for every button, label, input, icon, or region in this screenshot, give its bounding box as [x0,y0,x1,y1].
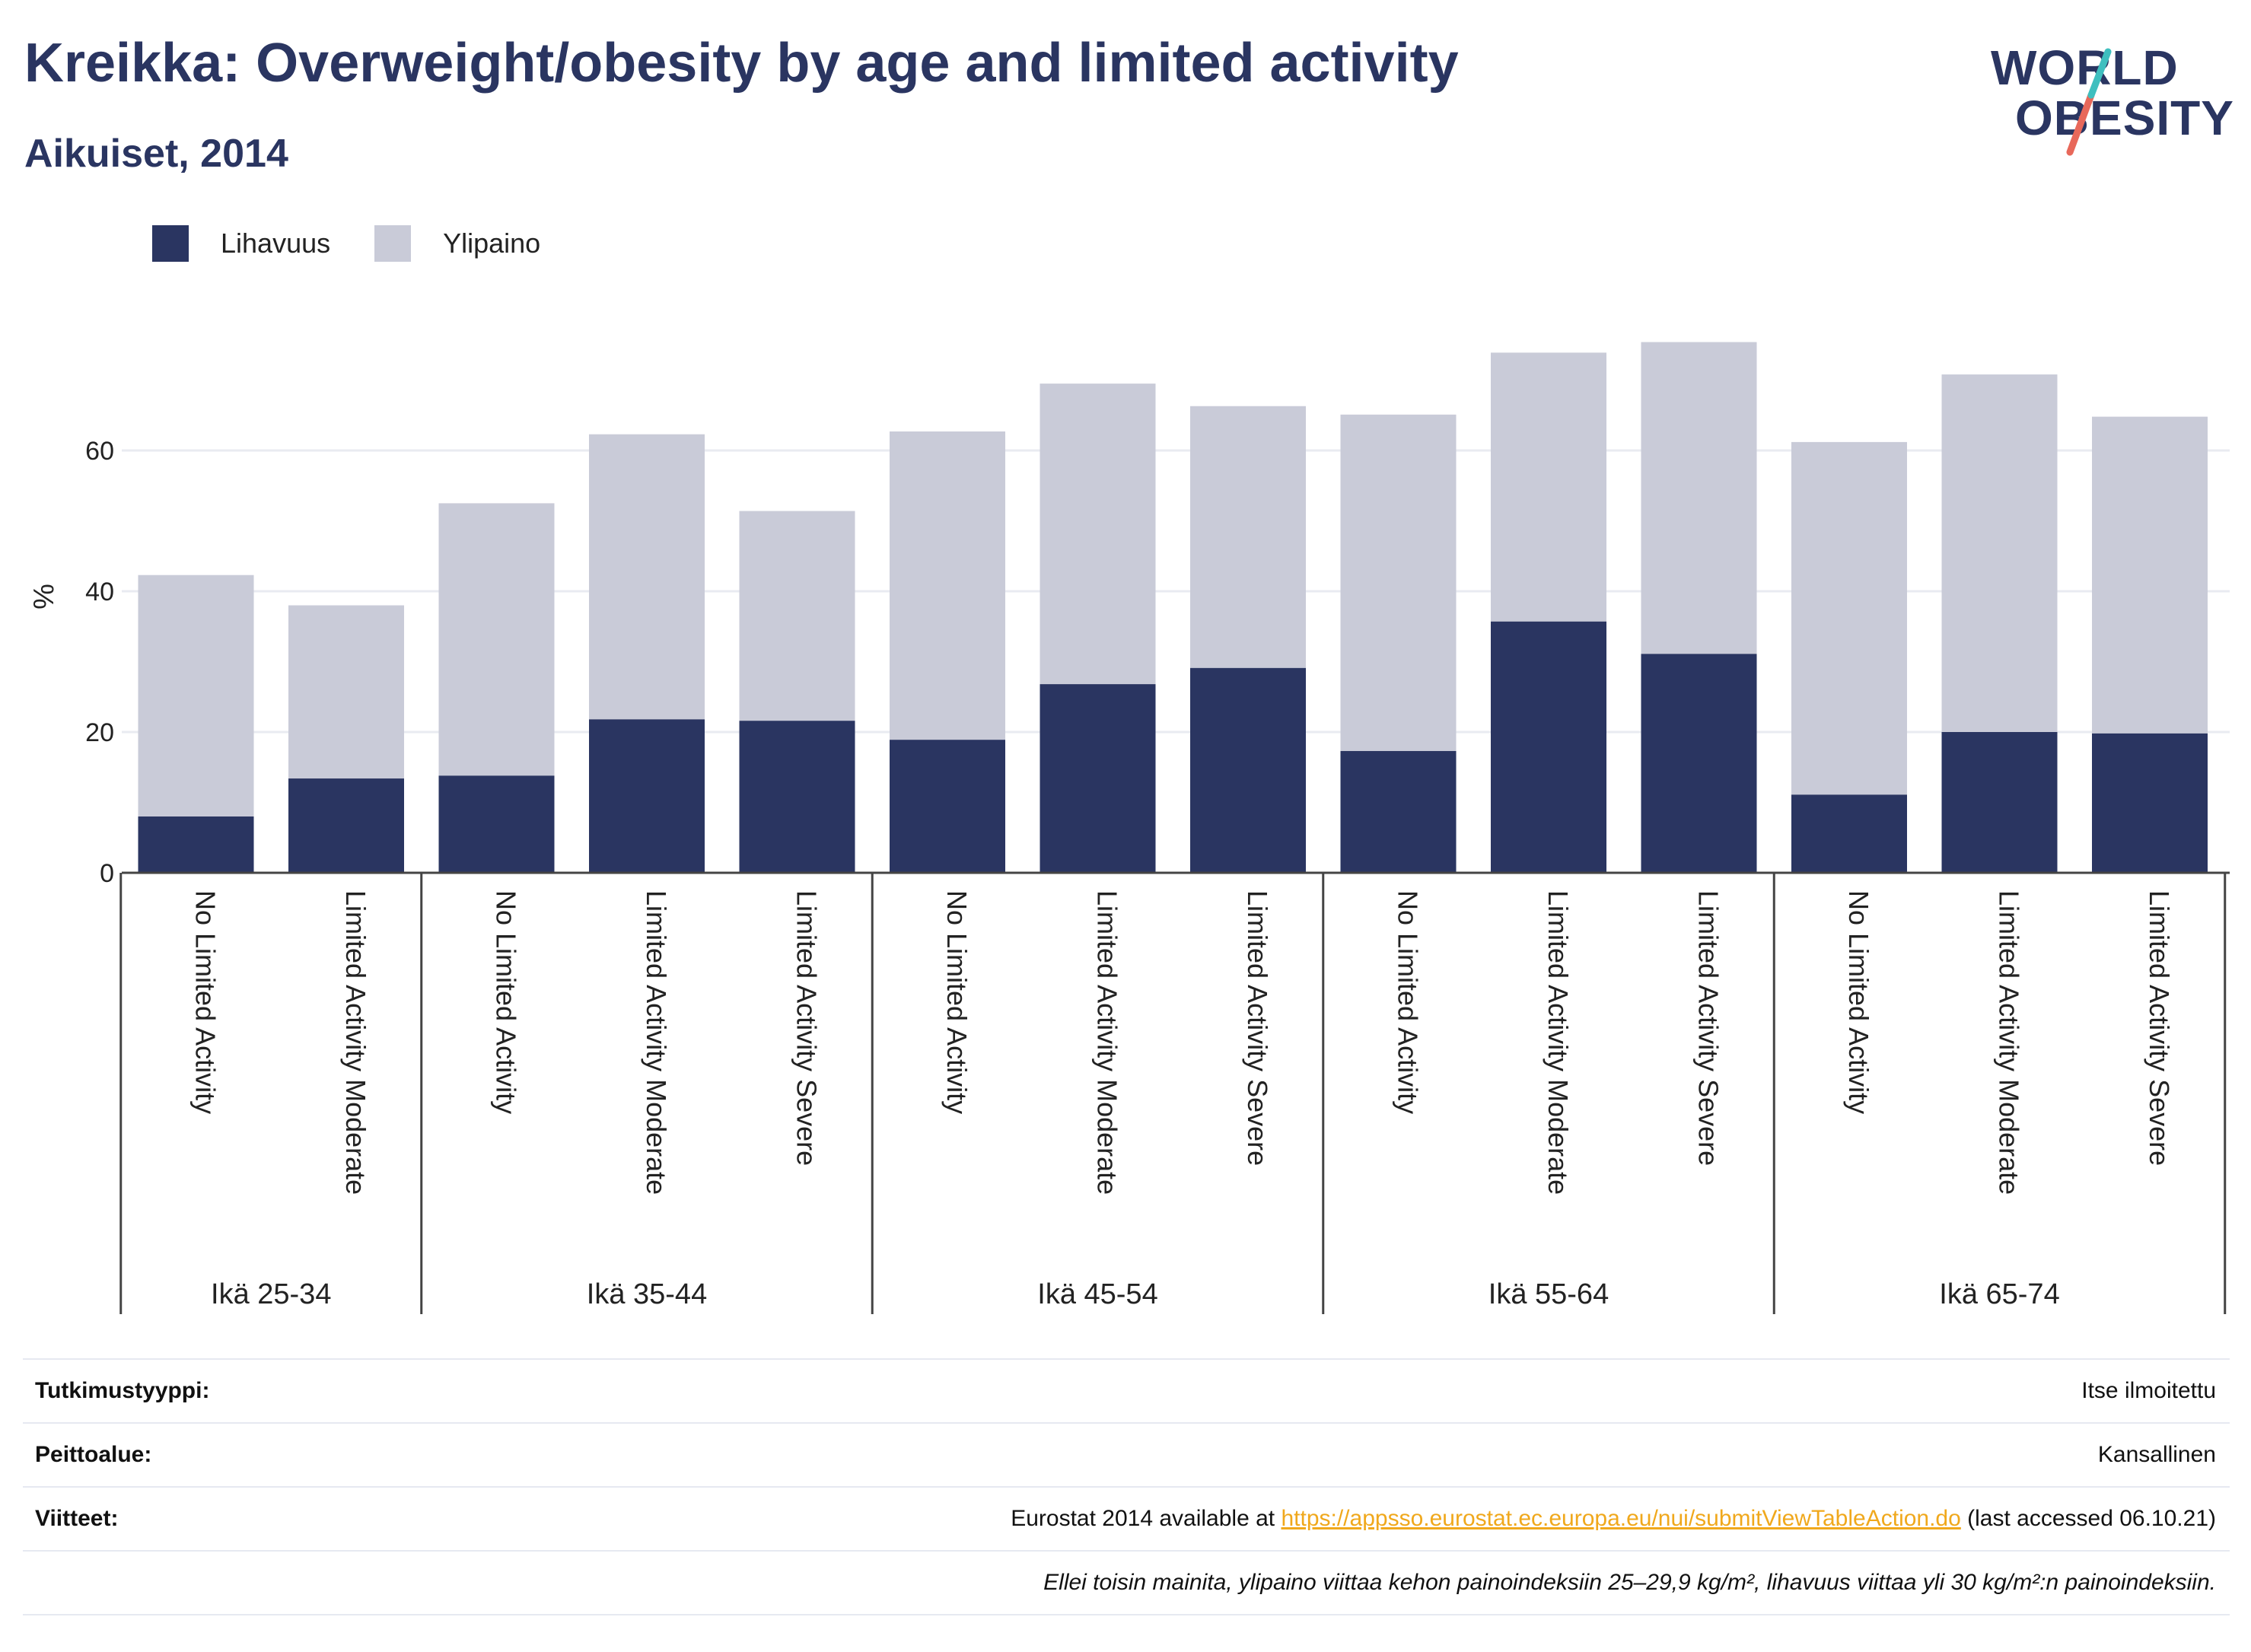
legend-item-obesity: Lihavuus [152,225,330,262]
bar-obesity [589,719,705,873]
x-category-label: No Limited Activity [941,890,973,1114]
references-link[interactable]: https://appsso.eurostat.ec.europa.eu/nui… [1281,1506,1961,1531]
x-category-label: No Limited Activity [190,890,221,1114]
info-row-note: Ellei toisin mainita, ylipaino viittaa k… [23,1550,2230,1615]
x-category-label: Limited Activity Severe [791,890,823,1166]
logo-line-1: WORLD [1991,40,2179,95]
bar-overweight [739,511,855,721]
x-category-label: No Limited Activity [1843,890,1874,1114]
x-category-label: Limited Activity Moderate [1543,890,1574,1195]
legend-label-obesity: Lihavuus [221,228,331,259]
coverage-value: Kansallinen [2097,1442,2216,1467]
bar-obesity [1791,794,1907,873]
x-group-label: Ikä 35-44 [587,1278,707,1310]
x-group-label: Ikä 45-54 [1037,1278,1157,1310]
bar-obesity [1491,621,1606,873]
definition-note: Ellei toisin mainita, ylipaino viittaa k… [1043,1570,2216,1595]
x-category-label: Limited Activity Moderate [1092,890,1123,1195]
legend-label-overweight: Ylipaino [443,228,541,259]
y-tick-label: 20 [85,718,114,747]
bar-obesity [138,816,254,873]
x-category-label: No Limited Activity [491,890,522,1114]
bar-overweight [288,605,404,779]
legend-item-overweight: Ylipaino [374,225,540,262]
bar-overweight [138,575,254,816]
references-prefix: Eurostat 2014 available at [1011,1506,1282,1531]
stacked-bar-chart: 0 20 40 60% No Limited Activity Limited Activ… [28,342,2230,1314]
info-row-study-type: Tutkimustyyppi: Itse ilmoitettu [23,1358,2230,1422]
legend-swatch-obesity [152,225,189,262]
x-category-label: Limited Activity Severe [1693,890,1724,1166]
y-axis-label: % [28,584,60,610]
info-table: Tutkimustyyppi: Itse ilmoitettu Peittoal… [23,1358,2230,1615]
world-obesity-logo: WORLD OBESITY [1986,23,2233,160]
bar-obesity [438,775,555,873]
x-group-label: Ikä 25-34 [211,1278,331,1310]
x-category-label: Limited Activity Moderate [340,890,371,1195]
chart-legend: Lihavuus Ylipaino [152,225,584,262]
y-tick-label: 40 [85,578,114,606]
bar-obesity [1340,750,1457,873]
legend-swatch-overweight [374,225,412,262]
page-subtitle: Aikuiset, 2014 [24,132,288,176]
x-group-label: Ikä 65-74 [1939,1278,2059,1310]
bar-overweight [1340,414,1457,751]
y-tick-label: 60 [85,437,114,466]
bar-obesity [1941,732,2058,873]
bar-obesity [890,740,1005,873]
x-category-label: Limited Activity Moderate [1994,890,2025,1195]
x-category-label: Limited Activity Severe [1242,890,1273,1166]
references-suffix: (last accessed 06.10.21) [1960,1506,2216,1531]
bar-overweight [890,431,1005,740]
bar-overweight [589,434,705,720]
info-row-coverage: Peittoalue: Kansallinen [23,1422,2230,1486]
y-tick-label: 0 [100,859,114,888]
study-type-label: Tutkimustyyppi: [35,1378,210,1403]
coverage-label: Peittoalue: [35,1442,152,1467]
page-title: Kreikka: Overweight/obesity by age and l… [24,33,1459,94]
bar-overweight [1941,374,2058,732]
bar-obesity [1040,684,1156,873]
bar-obesity [2092,733,2208,873]
study-type-value: Itse ilmoitettu [2081,1378,2216,1403]
bar-obesity [1190,667,1306,873]
bar-overweight [1190,406,1306,668]
bar-overweight [2092,416,2208,734]
bar-overweight [1491,352,1606,622]
info-row-references: Viitteet: Eurostat 2014 available at htt… [23,1486,2230,1550]
x-category-label: Limited Activity Moderate [641,890,672,1195]
logo-slash-icon [2066,48,2112,156]
x-group-label: Ikä 55-64 [1488,1278,1609,1310]
bar-overweight [1641,342,1757,654]
x-category-label: No Limited Activity [1393,890,1424,1114]
references-value: Eurostat 2014 available at https://appss… [1011,1506,2216,1532]
references-label: Viitteet: [35,1506,119,1531]
bar-obesity [288,778,404,873]
bar-overweight [1791,441,1907,795]
logo-line-2: OBESITY [2015,91,2234,145]
bar-overweight [438,503,555,776]
bar-overweight [1040,384,1156,685]
bar-obesity [1641,654,1757,873]
x-category-label: Limited Activity Severe [2144,890,2175,1166]
bar-obesity [739,721,855,873]
